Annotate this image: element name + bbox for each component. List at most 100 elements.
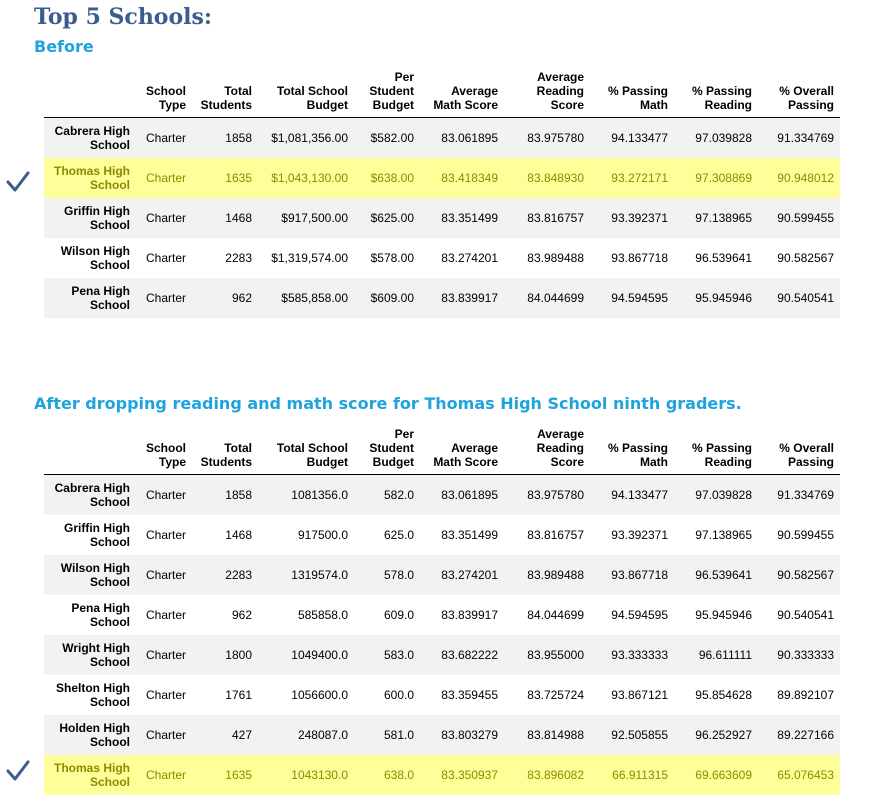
table-cell: 90.333333 (758, 635, 840, 675)
column-header: Average Math Score (420, 70, 504, 118)
table-cell: 83.989488 (504, 238, 590, 278)
table-cell: 83.839917 (420, 595, 504, 635)
table-cell: 83.725724 (504, 675, 590, 715)
table-cell: Charter (138, 595, 192, 635)
table-cell: $609.00 (354, 278, 420, 318)
table-cell: Charter (138, 278, 192, 318)
table-cell: 89.892107 (758, 675, 840, 715)
column-header: % Passing Reading (674, 427, 758, 475)
school-name: Griffin High School (44, 515, 138, 555)
table-cell: 609.0 (354, 595, 420, 635)
school-name: Pena High School (44, 278, 138, 318)
table-row: Shelton High School Charter 1761 1056600.0 6… (44, 675, 840, 715)
table-cell: 83.975780 (504, 474, 590, 515)
column-header: Total School Budget (258, 427, 354, 475)
table-row: Wilson High School Charter 2283 $1,319,574.… (44, 238, 840, 278)
index-header (44, 70, 138, 118)
header-row: School Type Total Students Total School Bu… (44, 70, 840, 118)
table-cell: 1468 (192, 515, 258, 555)
column-header: % Overall Passing (758, 70, 840, 118)
after-table: School Type Total Students Total School Bu… (44, 427, 840, 795)
table-cell: 427 (192, 715, 258, 755)
table-cell: 69.663609 (674, 755, 758, 795)
table-cell: 582.0 (354, 474, 420, 515)
table-cell: 83.061895 (420, 474, 504, 515)
table-cell: 97.308869 (674, 158, 758, 198)
table-cell: Charter (138, 715, 192, 755)
table-cell: 65.076453 (758, 755, 840, 795)
column-header: % Passing Math (590, 70, 674, 118)
column-header: Per Student Budget (354, 70, 420, 118)
table-cell: 97.138965 (674, 198, 758, 238)
table-cell: 578.0 (354, 555, 420, 595)
school-name: Pena High School (44, 595, 138, 635)
table-cell: 83.350937 (420, 755, 504, 795)
column-header: School Type (138, 427, 192, 475)
column-header: % Passing Math (590, 427, 674, 475)
school-name: Thomas High School (44, 755, 138, 795)
table-cell: 94.133477 (590, 117, 674, 158)
table-cell: $1,319,574.00 (258, 238, 354, 278)
table-cell: 90.599455 (758, 515, 840, 555)
table-cell: 93.867718 (590, 555, 674, 595)
table-cell: 1800 (192, 635, 258, 675)
table-cell: Charter (138, 555, 192, 595)
column-header: % Passing Reading (674, 70, 758, 118)
column-header: Average Reading Score (504, 427, 590, 475)
table-row: Cabrera High School Charter 1858 1081356.0 5… (44, 474, 840, 515)
table-cell: 83.839917 (420, 278, 504, 318)
table-cell: Charter (138, 198, 192, 238)
table-cell: $1,043,130.00 (258, 158, 354, 198)
before-heading: Before (34, 37, 94, 56)
table-cell: 93.867121 (590, 675, 674, 715)
table-row: Wilson High School Charter 2283 1319574.0 57… (44, 555, 840, 595)
column-header: School Type (138, 70, 192, 118)
column-header: Average Reading Score (504, 70, 590, 118)
table-cell: 93.333333 (590, 635, 674, 675)
table-cell: 90.582567 (758, 555, 840, 595)
table-cell: 90.948012 (758, 158, 840, 198)
table-cell: 962 (192, 595, 258, 635)
column-header: Average Math Score (420, 427, 504, 475)
header-row: School Type Total Students Total School Bu… (44, 427, 840, 475)
table-cell: 962 (192, 278, 258, 318)
table-row: Cabrera High School Charter 1858 $1,081,356… (44, 117, 840, 158)
column-header: % Overall Passing (758, 427, 840, 475)
table-cell: 93.272171 (590, 158, 674, 198)
school-name: Holden High School (44, 715, 138, 755)
table-cell: 83.274201 (420, 238, 504, 278)
table-cell: 93.392371 (590, 515, 674, 555)
table-row: Wright High School Charter 1800 1049400.0 58… (44, 635, 840, 675)
school-name: Wright High School (44, 635, 138, 675)
table-cell: 585858.0 (258, 595, 354, 635)
table-cell: 94.594595 (590, 278, 674, 318)
table-cell: 95.945946 (674, 595, 758, 635)
table-row: Pena High School Charter 962 $585,858.00 $60… (44, 278, 840, 318)
table-cell: Charter (138, 117, 192, 158)
column-header: Total Students (192, 427, 258, 475)
table-cell: 66.911315 (590, 755, 674, 795)
table-cell: $638.00 (354, 158, 420, 198)
index-header (44, 427, 138, 475)
school-name: Shelton High School (44, 675, 138, 715)
table-cell: 93.392371 (590, 198, 674, 238)
table-cell: 94.133477 (590, 474, 674, 515)
table-cell: 89.227166 (758, 715, 840, 755)
table-cell: 84.044699 (504, 595, 590, 635)
school-name: Griffin High School (44, 198, 138, 238)
table-cell: 97.039828 (674, 117, 758, 158)
table-cell: 2283 (192, 238, 258, 278)
table-cell: 1043130.0 (258, 755, 354, 795)
school-name: Wilson High School (44, 238, 138, 278)
table-cell: 96.539641 (674, 238, 758, 278)
table-row: Thomas High School Charter 1635 1043130.0 63… (44, 755, 840, 795)
table-row: Griffin High School Charter 1468 $917,500.0… (44, 198, 840, 238)
table-cell: 83.351499 (420, 515, 504, 555)
table-cell: 1635 (192, 755, 258, 795)
table-cell: 83.359455 (420, 675, 504, 715)
table-cell: 1635 (192, 158, 258, 198)
table-cell: Charter (138, 515, 192, 555)
table-row: Holden High School Charter 427 248087.0 581.… (44, 715, 840, 755)
table-cell: 600.0 (354, 675, 420, 715)
school-name: Cabrera High School (44, 117, 138, 158)
